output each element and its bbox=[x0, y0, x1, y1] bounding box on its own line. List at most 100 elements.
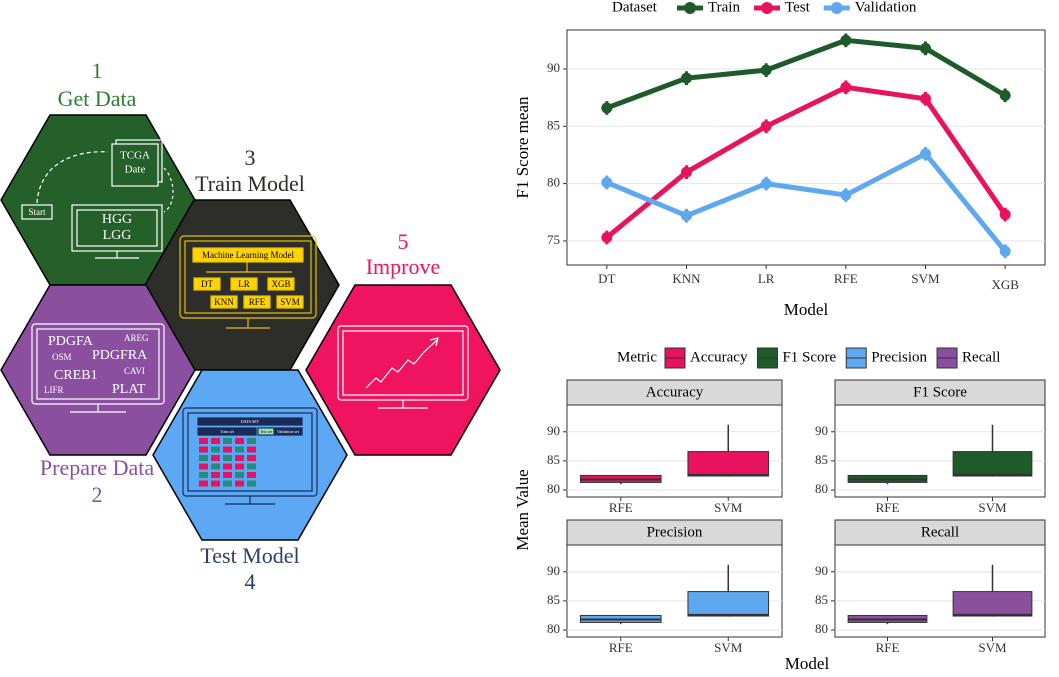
point bbox=[601, 102, 613, 114]
grid-cell bbox=[223, 446, 232, 453]
facet-title: Recall bbox=[921, 524, 959, 540]
point bbox=[681, 166, 692, 178]
grid-cell bbox=[211, 480, 220, 487]
legend-label: Accuracy bbox=[690, 349, 748, 365]
box bbox=[952, 591, 1033, 617]
grid-cell bbox=[247, 438, 256, 444]
legend-title: Metric bbox=[617, 349, 657, 365]
box bbox=[952, 451, 1033, 477]
grid-cell bbox=[199, 438, 208, 444]
grid-cell bbox=[235, 438, 244, 444]
x-tick-label: SVM bbox=[714, 640, 743, 655]
grid-cell bbox=[247, 480, 256, 487]
x-axis-label: Model bbox=[784, 300, 829, 319]
x-tick-label: SVM bbox=[911, 271, 940, 286]
x-tick-label: XGB bbox=[991, 277, 1019, 292]
y-tick-label: 85 bbox=[547, 592, 560, 607]
y-tick-label: 85 bbox=[547, 117, 560, 132]
y-tick-label: 85 bbox=[815, 452, 828, 467]
step-item: PLAT bbox=[112, 382, 146, 397]
y-tick-label: 90 bbox=[547, 423, 560, 438]
grid-cell bbox=[247, 472, 256, 478]
grid-cell bbox=[199, 446, 208, 453]
y-tick-label: 90 bbox=[815, 423, 828, 438]
step-label: Improve bbox=[366, 254, 441, 279]
step-item: LGG bbox=[103, 228, 132, 243]
point bbox=[760, 178, 772, 190]
point bbox=[920, 148, 931, 160]
step-item: PDGFRA bbox=[92, 348, 148, 363]
y-tick-label: 85 bbox=[547, 452, 560, 467]
step-label: Get Data bbox=[58, 86, 137, 111]
x-tick-label: SVM bbox=[714, 500, 743, 515]
y-tick-label: 80 bbox=[815, 621, 828, 636]
step-item: Validation set bbox=[277, 429, 300, 434]
grid-cell bbox=[223, 480, 232, 487]
y-axis-label: Mean Value bbox=[513, 469, 532, 550]
grid-cell bbox=[211, 472, 220, 478]
x-tick-label: SVM bbox=[978, 640, 1007, 655]
icon-get-data bbox=[21, 139, 174, 259]
facet-title: Precision bbox=[647, 524, 703, 540]
strip bbox=[834, 519, 1046, 546]
plot-panel bbox=[566, 544, 783, 638]
x-tick-label: RFE bbox=[876, 640, 900, 655]
box bbox=[687, 451, 770, 477]
point bbox=[681, 210, 692, 222]
step-label: Prepare Data bbox=[40, 455, 154, 480]
grid-cell bbox=[223, 472, 232, 478]
hex-prepare-data bbox=[0, 284, 196, 456]
step-item: Test set bbox=[260, 429, 273, 434]
step-number: 1 bbox=[92, 58, 103, 83]
box bbox=[687, 591, 770, 617]
grid-cell bbox=[235, 463, 244, 470]
grid-cell bbox=[211, 455, 220, 461]
step-item: Start bbox=[29, 207, 46, 217]
plot-panel bbox=[834, 544, 1046, 638]
step-item: Train set bbox=[220, 429, 235, 434]
plot-panel bbox=[566, 404, 783, 498]
legend-key bbox=[830, 2, 843, 14]
grid-cell bbox=[235, 472, 244, 478]
plot-panel bbox=[834, 404, 1046, 498]
step-item: CAVI bbox=[124, 366, 145, 376]
grid-cell bbox=[199, 472, 208, 478]
x-tick-label: LR bbox=[758, 271, 775, 286]
grid-cell bbox=[211, 438, 220, 444]
step-item: PDGFA bbox=[48, 334, 94, 349]
x-tick-label: RFE bbox=[609, 500, 633, 515]
y-axis-label: F1 Score mean bbox=[513, 96, 532, 198]
step-item: DT bbox=[201, 279, 213, 289]
grid-cell bbox=[235, 455, 244, 461]
legend-key bbox=[760, 2, 773, 14]
point bbox=[681, 72, 692, 84]
y-tick-label: 90 bbox=[547, 563, 560, 578]
grid-cell bbox=[211, 446, 220, 453]
step-item: LR bbox=[238, 279, 250, 289]
y-tick-label: 80 bbox=[547, 621, 560, 636]
x-tick-label: SVM bbox=[978, 500, 1007, 515]
legend-label: Recall bbox=[962, 349, 1000, 365]
grid-cell bbox=[199, 480, 208, 487]
point bbox=[601, 176, 613, 188]
icon-test-model bbox=[182, 407, 318, 505]
step-number: 3 bbox=[245, 145, 256, 170]
point bbox=[840, 81, 852, 93]
x-tick-label: RFE bbox=[834, 271, 858, 286]
y-tick-label: 90 bbox=[815, 563, 828, 578]
grid-cell bbox=[223, 438, 232, 444]
point bbox=[999, 245, 1011, 257]
y-tick-label: 80 bbox=[547, 481, 560, 496]
step-item: HGG bbox=[102, 212, 132, 227]
grid-cell bbox=[223, 463, 232, 470]
icon-train-model bbox=[179, 235, 317, 329]
point bbox=[840, 34, 852, 46]
grid-cell bbox=[247, 463, 256, 470]
step-item: Machine Learning Model bbox=[202, 250, 294, 260]
legend-title: Dataset bbox=[612, 0, 658, 15]
step-item: Date bbox=[125, 164, 146, 176]
step-label: Train Model bbox=[195, 171, 305, 196]
x-tick-label: KNN bbox=[672, 271, 701, 286]
icon-prepare-data bbox=[31, 323, 165, 413]
